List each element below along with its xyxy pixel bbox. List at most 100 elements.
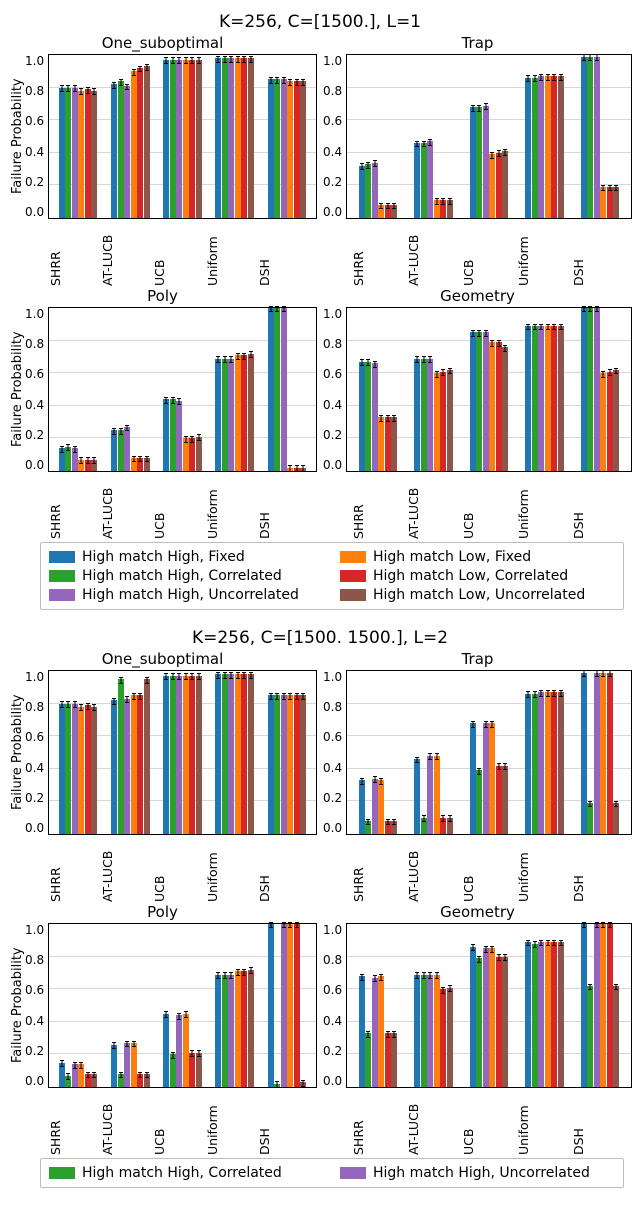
- error-bar-icon: [79, 88, 83, 95]
- plot-frame: 1.00.80.60.40.20.0: [323, 670, 632, 835]
- y-tick: 0.2: [323, 791, 342, 805]
- plot-frame: 1.00.80.60.40.20.0: [323, 923, 632, 1088]
- error-bar-icon: [392, 203, 396, 210]
- legend-swatch-icon: [340, 589, 366, 601]
- bar: [545, 76, 551, 218]
- error-bar-icon: [275, 306, 279, 313]
- y-axis-label: Failure Probability: [8, 670, 25, 835]
- error-bar-icon: [601, 670, 605, 677]
- chart-panel: One_suboptimalFailure Probability1.00.80…: [8, 650, 317, 899]
- bar: [144, 679, 150, 834]
- y-tick: 0.2: [323, 175, 342, 189]
- bar: [538, 76, 544, 218]
- x-tick: SHRR: [351, 1143, 413, 1155]
- error-bar-icon: [171, 1052, 175, 1059]
- error-bar-icon: [216, 356, 220, 363]
- bar: [594, 673, 600, 834]
- error-bar-icon: [171, 57, 175, 64]
- error-bar-icon: [60, 1060, 64, 1067]
- error-bar-icon: [190, 1050, 194, 1057]
- error-bar-icon: [379, 203, 383, 210]
- y-tick: 1.0: [323, 670, 342, 684]
- y-tick: 0.0: [25, 1074, 44, 1088]
- error-bar-icon: [229, 356, 233, 363]
- error-bar-icon: [190, 673, 194, 680]
- y-tick: 0.0: [25, 205, 44, 219]
- error-bar-icon: [435, 198, 439, 205]
- bar: [532, 694, 538, 834]
- error-bar-icon: [533, 324, 537, 331]
- figure-title: K=256, C=[1500. 1500.], L=2: [8, 628, 632, 648]
- error-bar-icon: [242, 969, 246, 976]
- bar: [118, 430, 124, 471]
- y-tick: 0.0: [25, 458, 44, 472]
- error-bar-icon: [92, 88, 96, 95]
- bar: [281, 924, 287, 1087]
- error-bar-icon: [223, 56, 227, 63]
- bar-group: [359, 163, 398, 218]
- bar: [196, 676, 202, 834]
- bar-group: [359, 779, 398, 834]
- bar: [222, 58, 228, 218]
- error-bar-icon: [301, 79, 305, 86]
- bar: [447, 988, 453, 1087]
- y-tick: 1.0: [25, 923, 44, 937]
- bar: [558, 326, 564, 471]
- bar: [483, 723, 489, 834]
- bar: [483, 332, 489, 471]
- bar: [72, 88, 78, 218]
- y-tick: 0.2: [25, 175, 44, 189]
- chart-panel: Trap1.00.80.60.40.20.0SHRRAT-LUCBUCBUnif…: [323, 34, 632, 283]
- panel-row: PolyFailure Probability1.00.80.60.40.20.…: [8, 903, 632, 1152]
- legend-label: High match High, Uncorrelated: [82, 587, 299, 603]
- bar: [372, 163, 378, 218]
- plot-frame: Failure Probability1.00.80.60.40.20.0: [8, 307, 317, 472]
- plot-frame: Failure Probability1.00.80.60.40.20.0: [8, 54, 317, 219]
- bar: [489, 948, 495, 1087]
- error-bar-icon: [559, 940, 563, 947]
- x-axis-ticks: SHRRAT-LUCBUCBUniformDSH: [351, 219, 632, 283]
- error-bar-icon: [216, 56, 220, 63]
- bar: [434, 756, 440, 834]
- error-bar-icon: [249, 351, 253, 358]
- plot-area: [48, 307, 317, 472]
- error-bar-icon: [236, 56, 240, 63]
- bar: [137, 68, 143, 218]
- bar: [359, 166, 365, 218]
- error-bar-icon: [614, 368, 618, 375]
- error-bar-icon: [503, 149, 507, 156]
- error-bar-icon: [360, 359, 364, 366]
- bar-group: [525, 76, 564, 218]
- y-tick: 0.2: [323, 428, 342, 442]
- error-bar-icon: [119, 79, 123, 86]
- x-tick: DSH: [571, 1143, 633, 1155]
- legend: High match High, FixedHigh match Low, Fi…: [40, 542, 624, 610]
- x-tick: DSH: [257, 527, 319, 539]
- y-tick: 0.2: [25, 428, 44, 442]
- bar: [163, 399, 169, 471]
- error-bar-icon: [301, 465, 305, 472]
- error-bar-icon: [73, 701, 77, 708]
- error-bar-icon: [138, 66, 142, 73]
- bar-group: [581, 924, 620, 1087]
- error-bar-icon: [229, 56, 233, 63]
- bar: [470, 107, 476, 218]
- y-tick: 1.0: [25, 307, 44, 321]
- error-bar-icon: [164, 1011, 168, 1018]
- legend-label: High match High, Correlated: [82, 568, 282, 584]
- bar: [72, 448, 78, 471]
- bar: [235, 58, 241, 218]
- y-axis-ticks: 1.00.80.60.40.20.0: [323, 307, 346, 472]
- error-bar-icon: [448, 985, 452, 992]
- legend: High match High, CorrelatedHigh match Hi…: [40, 1158, 624, 1188]
- bar-group: [525, 692, 564, 834]
- bar-group: [163, 60, 202, 218]
- error-bar-icon: [73, 446, 77, 453]
- figure-title: K=256, C=[1500.], L=1: [8, 12, 632, 32]
- y-tick: 0.8: [323, 953, 342, 967]
- bars-container: [347, 55, 631, 218]
- x-axis-ticks: SHRRAT-LUCBUCBUniformDSH: [50, 1088, 317, 1152]
- legend-swatch-icon: [49, 1167, 75, 1179]
- error-bar-icon: [533, 75, 537, 82]
- error-bar-icon: [379, 415, 383, 422]
